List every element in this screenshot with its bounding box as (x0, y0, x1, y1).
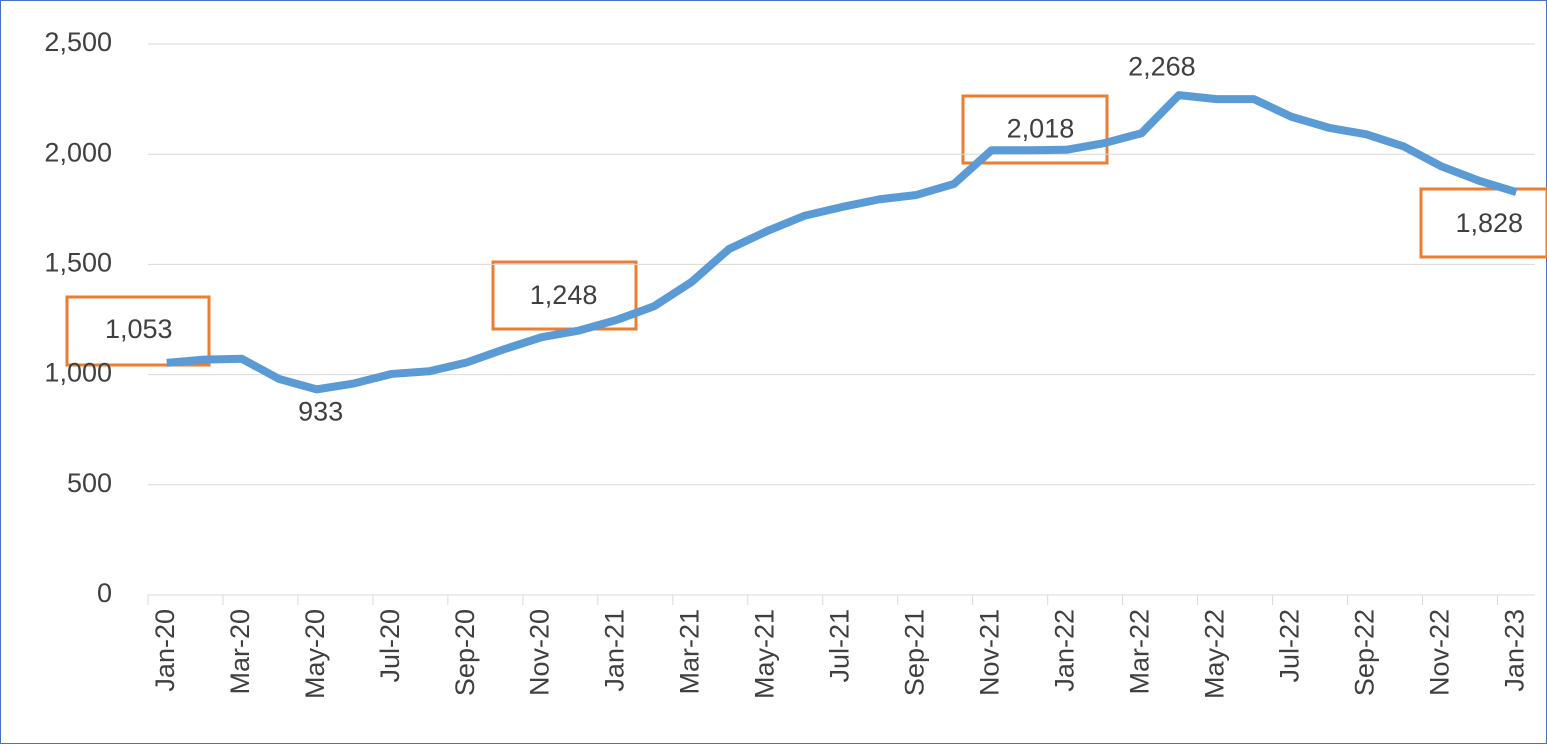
y-tick-label: 500 (67, 468, 112, 498)
x-tick-label: May-21 (750, 609, 780, 699)
x-tick-label: Sep-21 (900, 609, 930, 696)
y-tick-label: 2,500 (44, 27, 112, 57)
x-tick-label: Nov-21 (975, 609, 1005, 696)
x-tick-label: Jan-23 (1499, 609, 1529, 692)
annotation-box (961, 94, 1109, 165)
x-tick-label: Jul-22 (1274, 609, 1304, 683)
x-tick-label: Sep-20 (450, 609, 480, 696)
x-tick-label: Nov-22 (1424, 609, 1454, 696)
x-tick-label: May-20 (300, 609, 330, 699)
x-tick-label: Mar-21 (675, 609, 705, 695)
data-label: 2,268 (1128, 51, 1196, 81)
annotation-box (491, 260, 638, 331)
x-tick-label: Jul-20 (375, 609, 405, 683)
y-tick-label: 1,000 (44, 358, 112, 388)
annotation-boxes (65, 94, 1547, 367)
x-tick-label: Nov-20 (525, 609, 555, 696)
data-label: 933 (298, 396, 343, 426)
x-tick-label: Mar-22 (1125, 609, 1155, 695)
annotation-box (65, 295, 211, 367)
data-label: 1,828 (1455, 208, 1523, 238)
x-tick-label: May-22 (1199, 609, 1229, 699)
x-tick-label: Jan-20 (150, 609, 180, 692)
annotation-box (1419, 187, 1547, 259)
data-label: 2,018 (1007, 113, 1075, 143)
x-tick-label: Mar-20 (225, 609, 255, 695)
x-tick-label: Jul-21 (825, 609, 855, 683)
y-tick-label: 0 (97, 578, 112, 608)
x-tick-label: Jan-22 (1050, 609, 1080, 692)
x-tick-label: Sep-22 (1349, 609, 1379, 696)
line-series (166, 91, 1518, 394)
data-label: 1,053 (105, 314, 173, 344)
y-tick-label: 2,000 (44, 137, 112, 167)
x-tick-label: Jan-21 (600, 609, 630, 692)
y-tick-label: 1,500 (44, 248, 112, 278)
data-label: 1,248 (530, 280, 598, 310)
